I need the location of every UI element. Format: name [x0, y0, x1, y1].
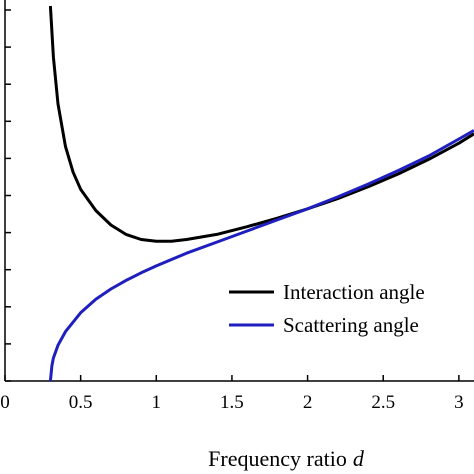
- x-axis-title-variable: d: [353, 446, 365, 471]
- series-line-scattering-angle: [48, 129, 474, 382]
- series-lines: [48, 5, 474, 382]
- x-tick-label: 2.5: [371, 392, 395, 413]
- legend-label-scattering-angle: Scattering angle: [283, 313, 419, 337]
- x-axis-title: Frequency ratio d: [208, 446, 365, 471]
- x-tick-label: 3: [454, 392, 464, 413]
- x-tick-label: 1: [152, 392, 162, 413]
- legend-label-interaction-angle: Interaction angle: [283, 280, 425, 304]
- x-tick-label: 2: [303, 392, 313, 413]
- series-line-interaction-angle: [48, 5, 474, 243]
- x-axis-tick-labels: 0 0.5 1 1.5 2 2.5 3: [0, 392, 463, 413]
- legend: Interaction angle Scattering angle: [229, 280, 425, 337]
- x-tick-label: 0: [0, 392, 10, 413]
- x-axis-ticks: [4, 375, 460, 381]
- x-tick-label: 0.5: [69, 392, 93, 413]
- x-tick-label: 1.5: [220, 392, 244, 413]
- y-axis-ticks: [5, 9, 11, 382]
- plot-area: 0 0.5 1 1.5 2 2.5 3: [0, 0, 474, 413]
- x-axis-title-text: Frequency ratio: [208, 446, 347, 471]
